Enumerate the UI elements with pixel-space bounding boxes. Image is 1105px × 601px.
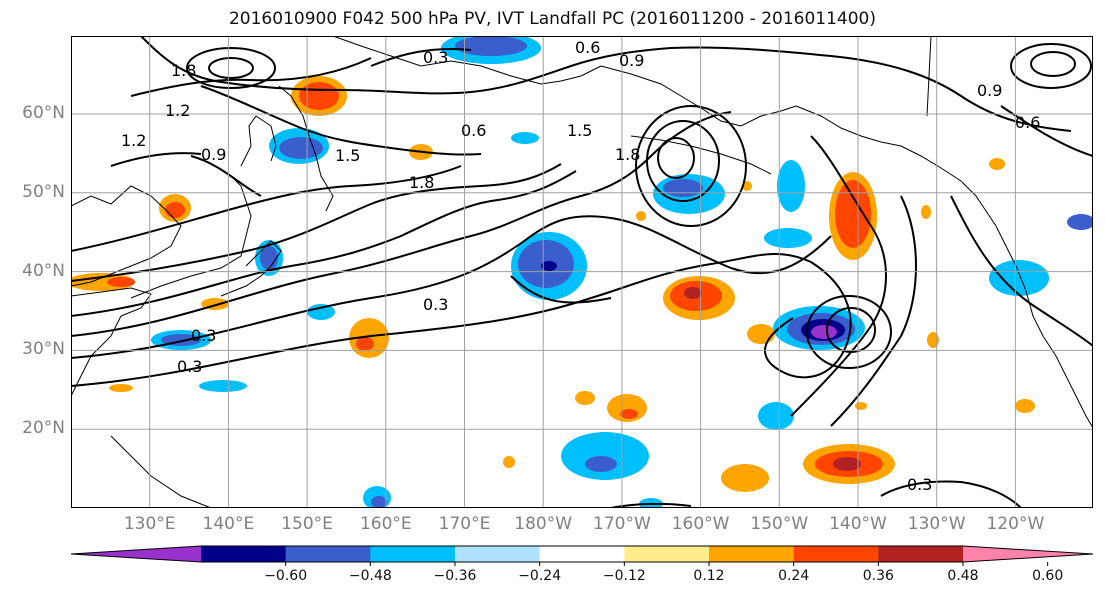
map-canvas: 0.3 0.6 0.9 1.2 1.5 1.8 0.3 0.3 0.3 0.3 … <box>71 36 1093 508</box>
colorbar-tick-label: −0.12 <box>602 568 646 584</box>
blob-pos-gulf-alaska <box>829 172 877 260</box>
contour-label: 1.8 <box>171 61 196 80</box>
contour-label: 0.3 <box>423 48 448 67</box>
blob-neg-kamchatka <box>269 128 329 164</box>
longitude-label: 130°E <box>123 514 176 534</box>
blob-neg-subtropical-east <box>773 306 865 350</box>
colorbar-tick-label: −0.24 <box>518 568 562 584</box>
colorbar-tick-label: 0.48 <box>947 568 979 584</box>
contour-label: 0.9 <box>977 81 1002 100</box>
colorbar-cell <box>455 546 541 562</box>
map-title: 2016010900 F042 500 hPa PV, IVT Landfall… <box>228 9 876 29</box>
blob-neg-dateline <box>511 232 587 300</box>
colorbar-tick-label: 0.60 <box>1032 568 1064 584</box>
blob-neg-top <box>441 36 541 64</box>
contour-label: 1.8 <box>409 173 434 192</box>
longitude-label: 140°W <box>829 514 887 534</box>
longitude-label: 160°W <box>671 514 730 534</box>
colorbar-cell <box>878 546 964 562</box>
blob-pos-160e <box>349 318 389 358</box>
latitude-label: 60°N <box>22 103 65 123</box>
pc-anomaly-fills <box>71 36 1093 508</box>
colorbar-outline <box>70 545 1094 563</box>
contour-label: 0.3 <box>177 357 202 376</box>
contour-label: 0.9 <box>201 145 226 164</box>
longitude-label: 130°W <box>907 514 966 534</box>
contour-label: 1.8 <box>615 145 640 164</box>
contour-label: 0.6 <box>575 38 600 57</box>
map-panel: 0.3 0.6 0.9 1.2 1.5 1.8 0.3 0.3 0.3 0.3 … <box>71 36 1093 508</box>
longitude-label: 160°E <box>359 514 412 534</box>
contour-label: 1.5 <box>335 146 360 165</box>
longitude-label: 180°W <box>514 514 573 534</box>
colorbar-cell <box>285 546 371 562</box>
colorbar-tick-label: 0.12 <box>693 568 725 584</box>
colorbar-tick-label: −0.60 <box>264 568 308 584</box>
contour-label: 1.2 <box>121 131 146 150</box>
contour-label: 0.6 <box>461 121 486 140</box>
blob-neg-hawaii <box>561 432 649 480</box>
blob-pos-160w <box>663 276 735 320</box>
colorbar-cell <box>71 546 201 562</box>
longitude-label: 150°W <box>750 514 809 534</box>
blob-neg-sea-of-japan <box>255 240 283 276</box>
colorbar-cell <box>370 546 456 562</box>
longitude-label: 150°E <box>281 514 333 534</box>
contour-label: 1.2 <box>165 101 190 120</box>
colorbar-cell <box>793 546 879 562</box>
contour-label: 0.9 <box>619 51 644 70</box>
colorbar-cell <box>963 546 1093 562</box>
latitude-label: 30°N <box>22 339 65 360</box>
blob-neg-west-pacific <box>151 132 1093 508</box>
contour-label: 0.3 <box>907 475 932 494</box>
pv-contours <box>71 36 1093 508</box>
lat-lon-grid <box>71 36 1093 508</box>
colorbar-tick-label: −0.48 <box>348 568 392 584</box>
contour-label: 0.6 <box>1015 113 1040 132</box>
contour-label: 1.5 <box>567 121 592 140</box>
colorbar-cell <box>201 546 287 562</box>
longitude-label: 170°E <box>438 514 491 534</box>
colorbar-tick-label: 0.36 <box>862 568 894 584</box>
colorbar-cell <box>539 546 625 562</box>
colorbar-cell <box>624 546 710 562</box>
latitude-label: 50°N <box>22 181 65 202</box>
colorbar-tick-label: 0.24 <box>778 568 810 584</box>
contour-label: 0.3 <box>423 295 448 314</box>
contour-label: 0.3 <box>191 326 216 345</box>
longitude-label: 140°E <box>202 514 255 534</box>
longitude-label: 120°W <box>986 514 1045 534</box>
blob-pos-north-pacific-south <box>803 444 895 484</box>
colorbar-cell <box>709 546 795 562</box>
longitude-label: 170°W <box>593 514 651 534</box>
latitude-label: 20°N <box>22 418 65 439</box>
latitude-label: 40°N <box>22 260 65 281</box>
contour-labels: 0.3 0.6 0.9 1.2 1.5 1.8 0.3 0.3 0.3 0.3 … <box>121 38 1040 494</box>
blob-neg-west-coast <box>989 260 1049 296</box>
colorbar-tick-label: −0.36 <box>433 568 477 584</box>
